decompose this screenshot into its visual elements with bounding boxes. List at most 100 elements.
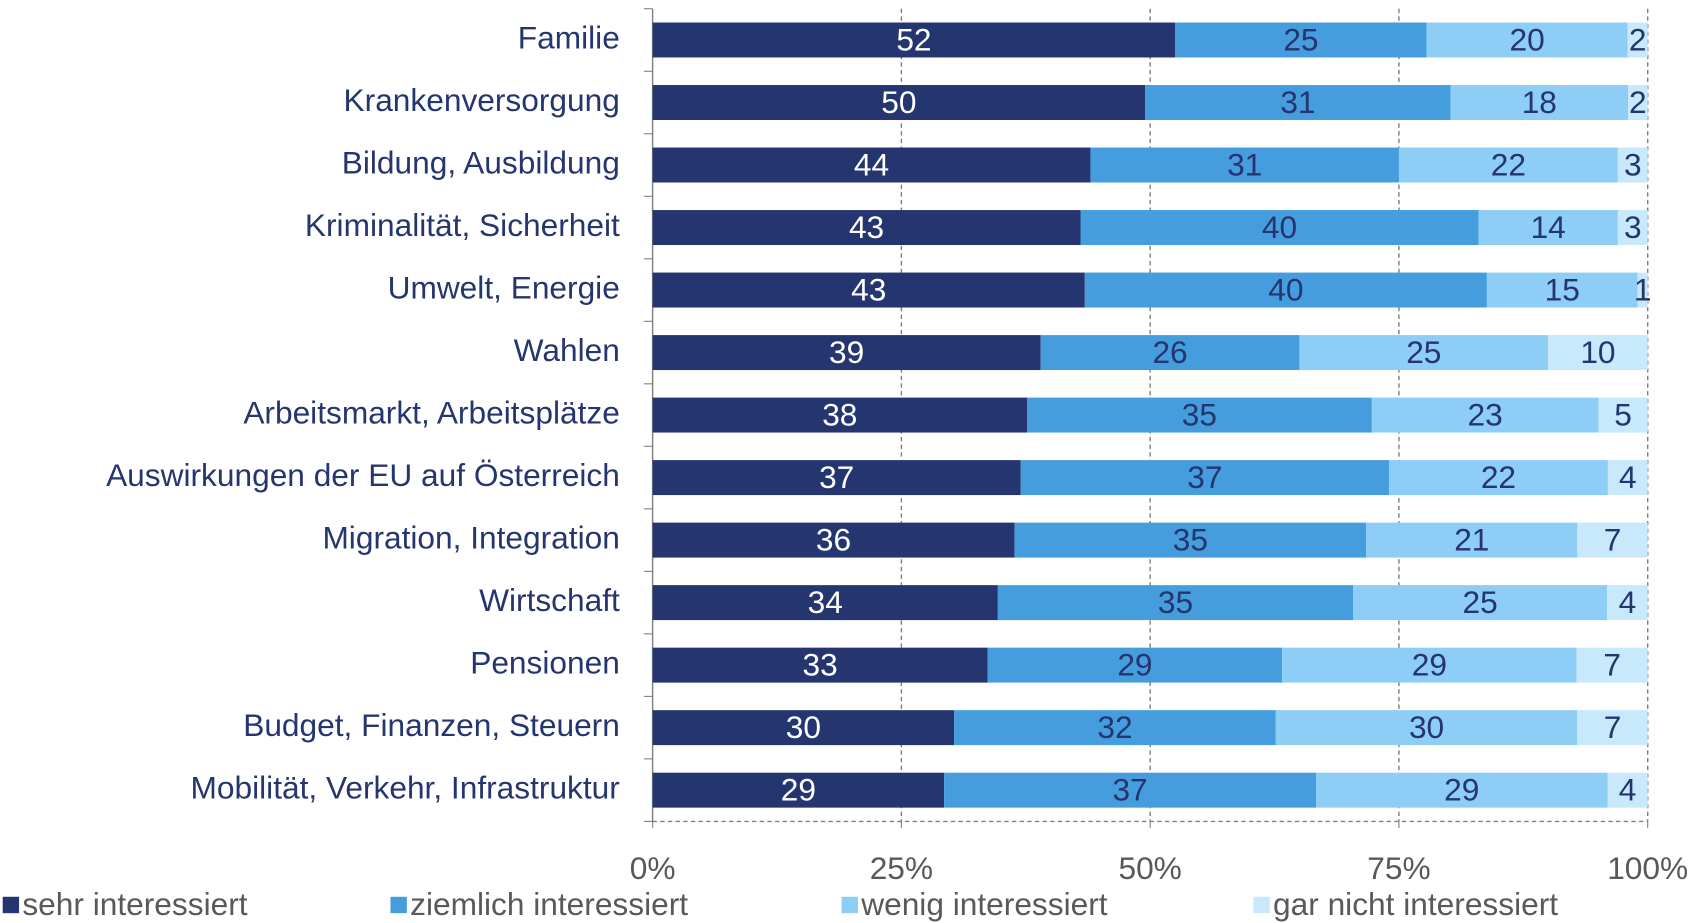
data-label: 4	[1619, 459, 1637, 495]
category-label: Familie	[518, 19, 620, 55]
data-label: 35	[1182, 397, 1217, 433]
data-label: 3	[1624, 209, 1642, 245]
legend-swatch	[1253, 896, 1270, 914]
bar-segment	[1598, 397, 1648, 433]
category-label: Arbeitsmarkt, Arbeitsplätze	[243, 394, 620, 430]
bar-segment	[1371, 397, 1599, 433]
data-label: 3	[1624, 147, 1642, 183]
bar-segment	[1090, 147, 1399, 183]
data-label: 50	[881, 84, 916, 120]
data-label: 43	[851, 272, 886, 308]
bar-segment	[652, 147, 1091, 183]
bar-segment	[1486, 272, 1638, 308]
bar-segment	[987, 647, 1283, 683]
bar-segment	[1548, 335, 1648, 371]
data-label: 33	[803, 647, 838, 683]
data-label: 22	[1481, 459, 1516, 495]
bar-segment	[1607, 772, 1648, 808]
data-label: 15	[1545, 272, 1580, 308]
data-label: 37	[1187, 459, 1222, 495]
category-label: Auswirkungen der EU auf Österreich	[106, 457, 620, 493]
category-label: Budget, Finanzen, Steuern	[243, 707, 620, 743]
data-label: 30	[1409, 709, 1444, 745]
category-label: Migration, Integration	[322, 519, 619, 555]
data-label: 23	[1468, 397, 1503, 433]
data-label: 2	[1629, 22, 1647, 58]
bar-segment	[652, 210, 1081, 246]
bar-segment	[1316, 772, 1608, 808]
data-label: 21	[1454, 522, 1489, 558]
data-label: 40	[1268, 272, 1303, 308]
data-label: 26	[1152, 334, 1187, 370]
bar-segment	[1607, 460, 1648, 496]
bar-segment	[1398, 147, 1618, 183]
bar-segment	[1353, 585, 1608, 621]
data-label: 1	[1634, 272, 1652, 308]
bar-segment	[1282, 647, 1577, 683]
bar-segment	[652, 335, 1041, 371]
bar-segment	[1617, 147, 1648, 183]
data-label: 22	[1491, 147, 1526, 183]
bar-segment	[1627, 22, 1648, 58]
bar-segment	[1014, 522, 1367, 558]
bar-segment	[997, 585, 1354, 621]
legend-label: wenig interessiert	[860, 886, 1108, 922]
bar-segment	[1478, 210, 1618, 246]
bar-segment	[1026, 397, 1372, 433]
bar-segment	[1145, 85, 1451, 120]
data-label: 34	[808, 584, 843, 620]
bar-segment	[1080, 210, 1479, 246]
bar-segment	[652, 585, 998, 621]
data-label: 31	[1227, 147, 1262, 183]
bar-segment	[1299, 335, 1549, 371]
data-label: 29	[781, 772, 816, 808]
bar-segment	[1275, 710, 1578, 746]
legend-swatch	[2, 896, 20, 914]
data-label: 25	[1406, 334, 1441, 370]
category-label: Wirtschaft	[479, 582, 620, 618]
legend-swatch	[390, 896, 407, 914]
bar-segment	[1607, 585, 1648, 621]
data-label: 20	[1509, 22, 1544, 58]
data-label: 36	[816, 522, 851, 558]
bar-segment	[652, 272, 1085, 308]
category-label: Wahlen	[514, 332, 620, 368]
data-label: 29	[1412, 647, 1447, 683]
data-label: 4	[1619, 772, 1637, 808]
bar-segment	[1637, 272, 1648, 308]
data-label: 37	[819, 459, 854, 495]
data-label: 44	[854, 147, 889, 183]
bar-segment	[1040, 335, 1300, 371]
data-label: 30	[786, 709, 821, 745]
bar-segment	[1426, 22, 1628, 58]
data-label: 25	[1463, 584, 1498, 620]
data-label: 52	[896, 22, 931, 58]
data-label: 35	[1158, 584, 1193, 620]
category-label: Mobilität, Verkehr, Infrastruktur	[191, 770, 621, 806]
x-tick-label: 0%	[630, 850, 676, 886]
category-label: Umwelt, Energie	[388, 269, 620, 305]
bar-segment	[1084, 272, 1487, 308]
category-label: Kriminalität, Sicherheit	[305, 207, 620, 243]
legend-label: sehr interessiert	[22, 886, 247, 922]
x-tick-label: 50%	[1118, 850, 1181, 886]
bar-segment	[652, 710, 955, 746]
legend-label: ziemlich interessiert	[410, 886, 688, 922]
data-label: 32	[1097, 709, 1132, 745]
data-label: 7	[1604, 522, 1622, 558]
bar-segment	[1576, 647, 1648, 683]
data-label: 7	[1604, 709, 1622, 745]
x-tick-label: 75%	[1367, 850, 1430, 886]
bar-segment	[652, 460, 1021, 496]
bar-segment	[652, 85, 1146, 120]
bar-segment	[652, 22, 1176, 58]
data-label: 29	[1444, 772, 1479, 808]
data-label: 43	[849, 209, 884, 245]
bar-segment	[1617, 210, 1648, 246]
data-label: 5	[1614, 397, 1632, 433]
legend-label: gar nicht interessiert	[1273, 886, 1558, 922]
bar-segment	[1577, 710, 1648, 746]
data-label: 25	[1283, 22, 1318, 58]
bar-segment	[1577, 522, 1648, 558]
